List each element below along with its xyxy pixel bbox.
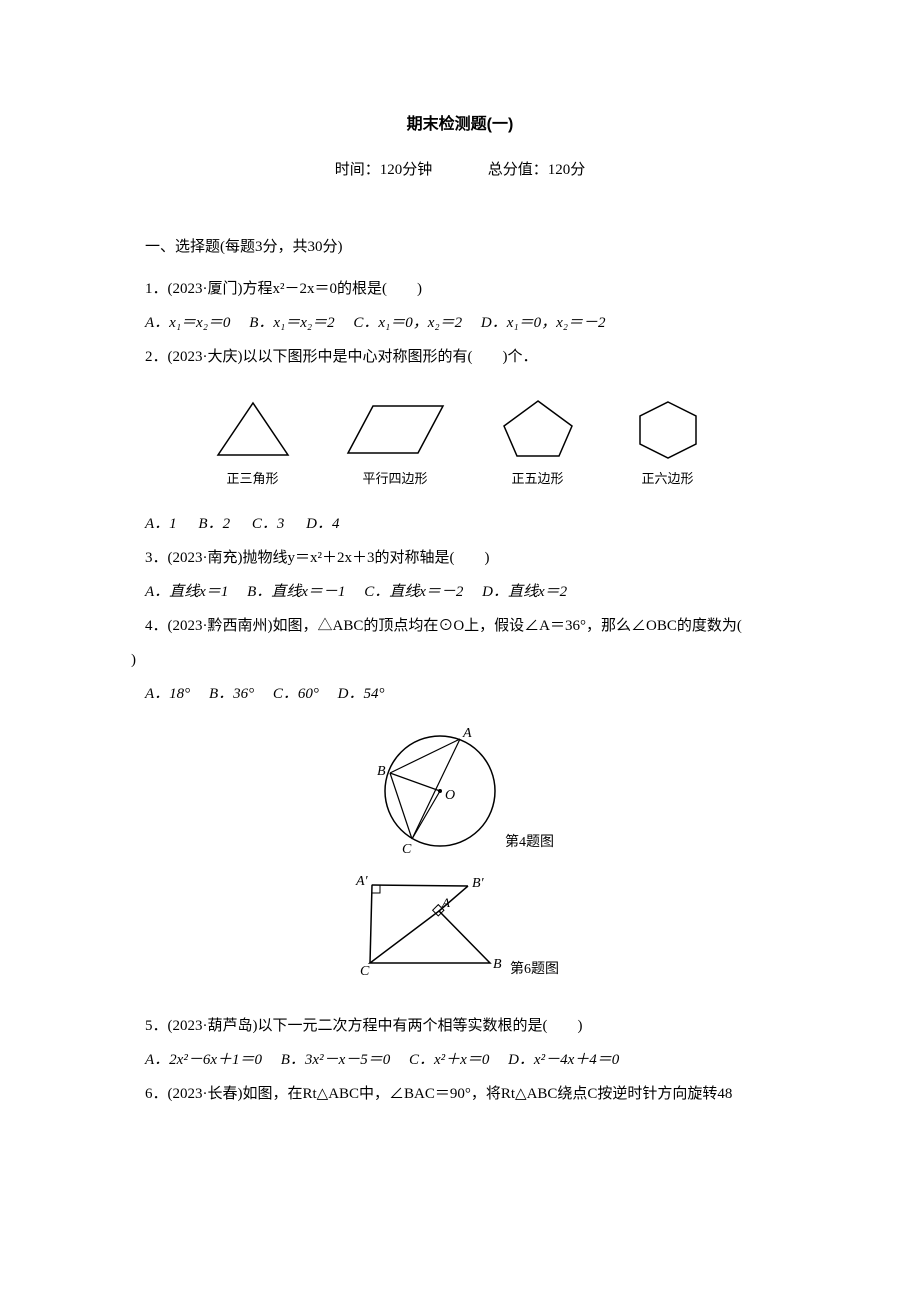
doc-title: 期末检测题(一) [145, 110, 775, 134]
q1-optC: C．x₁＝0，x₂＝2 [353, 315, 462, 331]
labelC: C [402, 842, 412, 857]
shape3-label: 正五边形 [498, 468, 578, 487]
q5-optA: A．2x²－6x＋1＝0 [145, 1052, 262, 1068]
labelC6: C [360, 964, 370, 979]
q3-optD: D．直线x＝2 [482, 584, 567, 600]
q4-options: A．18° B．36° C．60° D．54° [145, 679, 775, 709]
q5-optC: C．x²＋x＝0 [409, 1052, 489, 1068]
fig6-label: 第6题图 [510, 960, 559, 977]
q3-text: 3．(2023·南充)抛物线y＝x²＋2x＋3的对称轴是( ) [145, 543, 775, 573]
score-text: 总分值：120分 [488, 162, 586, 178]
q2-options: A．1 B．2 C．3 D．4 [145, 509, 775, 539]
q6-text: 6．(2023·长春)如图，在Rt△ABC中，∠BAC＝90°，将Rt△ABC绕… [145, 1079, 775, 1109]
q4-text: 4．(2023·黔西南州)如图，△ABC的顶点均在⊙O上，假设∠A＝36°，那么… [145, 611, 775, 641]
section1-header: 一、选择题(每题3分，共30分) [145, 235, 775, 256]
doc-subtitle: 时间：120分钟 总分值：120分 [145, 158, 775, 179]
pentagon-icon [498, 398, 578, 460]
labelA: A [462, 726, 472, 741]
q2-text: 2．(2023·大庆)以以下图形中是中心对称图形的有( )个． [145, 342, 775, 372]
q3-optA: A．直线x＝1 [145, 584, 228, 600]
shape2-label: 平行四边形 [343, 468, 448, 487]
q4-optC: C．60° [273, 686, 319, 702]
q2-optA: A．1 [145, 516, 177, 532]
labelBp: B′ [472, 876, 485, 891]
shapes-row: 正三角形 平行四边形 正五边形 正六边形 [145, 398, 775, 487]
rotation-diagram-icon: A′ B′ A B C 第6题图 [330, 871, 590, 981]
q4-optB: B．36° [209, 686, 254, 702]
shape-hexagon: 正六边形 [628, 398, 708, 487]
q5-options: A．2x²－6x＋1＝0 B．3x²－x－5＝0 C．x²＋x＝0 D．x²－4… [145, 1045, 775, 1075]
q4-text-b: ) [131, 645, 775, 675]
q2-optB: B．2 [198, 516, 230, 532]
hexagon-icon [628, 398, 708, 460]
q4-text-a: 4．(2023·黔西南州)如图，△ABC的顶点均在⊙O上，假设∠A＝36°，那么… [145, 618, 772, 634]
q5-optD: D．x²－4x＋4＝0 [508, 1052, 619, 1068]
q5-optB: B．3x²－x－5＝0 [281, 1052, 390, 1068]
parallelogram-icon [343, 398, 448, 460]
shape-pentagon: 正五边形 [498, 398, 578, 487]
q6-figure: A′ B′ A B C 第6题图 [145, 871, 775, 981]
q1-optA: A．x₁＝x₂＝0 [145, 315, 230, 331]
q1-options: A．x₁＝x₂＝0 B．x₁＝x₂＝2 C．x₁＝0，x₂＝2 D．x₁＝0，x… [145, 308, 775, 338]
labelO: O [445, 788, 455, 803]
triangle-icon [213, 398, 293, 460]
q3-optC: C．直线x＝－2 [364, 584, 463, 600]
q4-figure: A B C O 第4题图 [145, 721, 775, 861]
time-text: 时间：120分钟 [335, 162, 433, 178]
q5-text: 5．(2023·葫芦岛)以下一元二次方程中有两个相等实数根的是( ) [145, 1011, 775, 1041]
labelA6: A [441, 895, 450, 910]
labelAp: A′ [355, 874, 369, 889]
q4-optA: A．18° [145, 686, 190, 702]
q1-optB: B．x₁＝x₂＝2 [249, 315, 334, 331]
q1-optD: D．x₁＝0，x₂＝－2 [481, 315, 606, 331]
shape-parallelogram: 平行四边形 [343, 398, 448, 487]
q3-options: A．直线x＝1 B．直线x＝－1 C．直线x＝－2 D．直线x＝2 [145, 577, 775, 607]
circle-diagram-icon: A B C O 第4题图 [350, 721, 570, 861]
fig4-label: 第4题图 [505, 833, 554, 850]
labelB6: B [493, 957, 502, 972]
q2-optD: D．4 [306, 516, 339, 532]
q1-text: 1．(2023·厦门)方程x²－2x＝0的根是( ) [145, 274, 775, 304]
q4-optD: D．54° [338, 686, 385, 702]
shape-triangle: 正三角形 [213, 398, 293, 487]
q2-optC: C．3 [252, 516, 285, 532]
q3-optB: B．直线x＝－1 [247, 584, 345, 600]
shape4-label: 正六边形 [628, 468, 708, 487]
labelB: B [377, 764, 386, 779]
shape1-label: 正三角形 [213, 468, 293, 487]
